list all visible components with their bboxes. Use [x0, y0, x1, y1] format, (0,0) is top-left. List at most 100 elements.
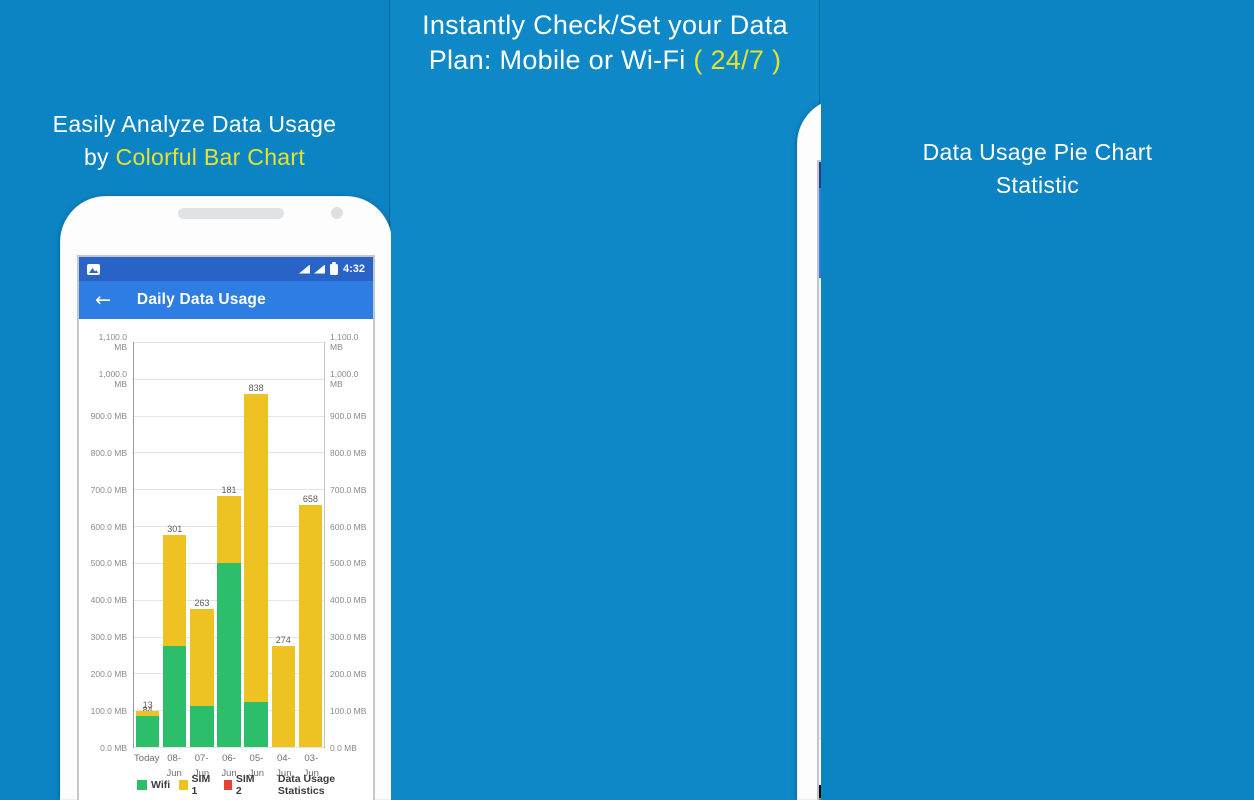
legend-label: SIM 1	[191, 772, 211, 797]
y-axis-tick-label: 100.0 MB	[330, 706, 367, 717]
y-axis-left: 1,100.0 MB 1,000.0 MB 900.0 MB 800.0 MB 700.…	[81, 332, 130, 753]
x-axis: Today 08-Jun 07-Jun 06-Jun 05-Jun 04-Jun 03-Ju…	[133, 751, 325, 779]
gridline	[134, 452, 324, 454]
app-toolbar: ← Daily Data Usage	[79, 281, 373, 319]
bar-value-label: 301	[167, 524, 183, 535]
plot-area: 8413274301112263501181122838274658	[133, 342, 325, 748]
bar-value-label: 274	[275, 635, 291, 646]
y-axis-tick-label: 300.0 MB	[330, 632, 367, 643]
signal-icon	[298, 264, 310, 274]
y-axis-tick-label: 800.0 MB	[90, 447, 127, 458]
bar-04-Jun: 274	[270, 342, 297, 747]
picture-icon	[87, 263, 100, 276]
legend-label: Wifi	[151, 778, 171, 791]
y-axis-right: 1,100.0 MB 1,000.0 MB 900.0 MB 800.0 MB 700.…	[327, 332, 371, 753]
gridline	[134, 342, 324, 343]
bar-segment-wifi	[135, 716, 160, 747]
gridline	[134, 378, 324, 380]
x-axis-label: Today	[134, 753, 160, 764]
bar-Today: 84 13	[134, 342, 161, 747]
x-axis-label: 04-Jun	[276, 753, 292, 779]
y-axis-tick-label: 400.0 MB	[90, 595, 127, 606]
bar-07-Jun: 112263	[188, 342, 215, 747]
panel-pie-chart: Data Usage Pie Chart Statistic 5:29	[821, 0, 1254, 800]
page-title: Daily Data Usage	[136, 291, 266, 308]
y-axis-tick-label: 1,100.0 MB	[330, 332, 359, 352]
bar-segment-sim-1	[271, 646, 295, 747]
bar-value-label: 181	[221, 484, 237, 495]
x-axis-label: 07-Jun	[193, 753, 210, 779]
bar-segment-wifi	[163, 646, 187, 747]
y-axis-tick-label: 400.0 MB	[330, 595, 367, 606]
panel-bar-chart: Easily Analyze Data Usage by Colorful Ba…	[0, 0, 392, 800]
banner-line2: Plan: Mobile or Wi-Fi ( 24/7 )	[428, 45, 782, 75]
y-axis-tick-label: 100.0 MB	[90, 706, 127, 717]
battery-icon	[329, 261, 338, 275]
phone-mockup-bar-chart: 4:32 ← Daily Data Usage 1,100.0 MB 1,000.…	[60, 196, 392, 800]
legend-item: SIM 2	[223, 772, 259, 797]
bar-05-Jun: 122838	[243, 342, 270, 747]
right-heading: Data Usage Pie Chart Statistic	[821, 136, 1254, 202]
y-axis-tick-label: 800.0 MB	[330, 447, 367, 458]
y-axis-tick-label: 1,100.0 MB	[98, 332, 127, 352]
chart-title: Data Usage Statistics	[277, 772, 336, 797]
left-heading: Easily Analyze Data Usage by Colorful Ba…	[0, 108, 389, 174]
bar-segment-sim-1	[163, 535, 187, 647]
bar-value-label: 84	[142, 705, 153, 716]
bar-03-Jun: 658	[297, 342, 324, 747]
legend-item: Wifi	[137, 779, 170, 791]
y-axis-tick-label: 900.0 MB	[330, 410, 367, 421]
panel-data-limit: Instantly Check/Set your Data Plan: Mobi…	[391, 0, 1193, 800]
signal-icon	[313, 264, 325, 274]
y-axis-tick-label: 700.0 MB	[330, 484, 367, 495]
bar-segment-wifi	[244, 702, 268, 747]
gridline	[134, 489, 324, 491]
y-axis-tick-label: 0.0 MB	[100, 743, 127, 753]
right-heading-line1: Data Usage Pie Chart	[922, 139, 1153, 165]
gridline	[134, 415, 324, 417]
y-axis-tick-label: 200.0 MB	[90, 669, 127, 680]
back-icon[interactable]: ←	[95, 289, 111, 311]
right-heading-line2: Statistic	[995, 172, 1080, 198]
y-axis-tick-label: 200.0 MB	[330, 669, 367, 680]
legend-swatch	[179, 779, 188, 790]
bar-value-label: 263	[194, 597, 210, 608]
bar-value-label: 658	[302, 493, 318, 504]
y-axis-tick-label: 600.0 MB	[330, 521, 367, 532]
phone-camera	[331, 207, 343, 219]
x-axis-label: 06-Jun	[221, 753, 237, 779]
gridline	[134, 747, 324, 748]
y-axis-tick-label: 0.0 MB	[330, 743, 357, 753]
banner-heading: Instantly Check/Set your Data Plan: Mobi…	[391, 8, 819, 78]
bar-value-label: 13	[142, 700, 153, 711]
x-axis-label: 08-Jun	[166, 753, 182, 779]
y-axis-tick-label: 1,000.0 MB	[330, 368, 359, 389]
legend-swatch	[137, 779, 147, 790]
daily-usage-bar-chart: 1,100.0 MB 1,000.0 MB 900.0 MB 800.0 MB 700.…	[81, 319, 371, 800]
y-axis-tick-label: 300.0 MB	[90, 632, 127, 643]
left-heading-line1: Easily Analyze Data Usage	[52, 111, 337, 137]
y-axis-tick-label: 900.0 MB	[90, 410, 127, 421]
bars: 8413274301112263501181122838274658	[134, 342, 324, 747]
y-axis-tick-label: 1,000.0 MB	[98, 368, 127, 389]
bar-segment-sim-1	[244, 393, 268, 703]
y-axis-tick-label: 700.0 MB	[90, 484, 127, 495]
left-heading-line2: by Colorful Bar Chart	[83, 144, 306, 170]
bar-segment-sim-1	[298, 504, 323, 747]
legend-label: SIM 2	[235, 772, 255, 797]
bar-segment-wifi	[190, 705, 214, 747]
bar-08-Jun: 274301	[161, 342, 188, 747]
y-axis-tick-label: 500.0 MB	[330, 558, 367, 569]
banner-line1: Instantly Check/Set your Data	[422, 10, 788, 40]
bar-segment-sim-1	[217, 495, 241, 563]
x-axis-label: 05-Jun	[248, 753, 265, 779]
y-axis-tick-label: 600.0 MB	[90, 521, 127, 532]
bar-06-Jun: 501181	[215, 342, 242, 747]
bar-segment-wifi	[217, 562, 241, 747]
legend-swatch	[223, 779, 232, 790]
y-axis-tick-label: 500.0 MB	[90, 558, 127, 569]
legend-item: SIM 1	[179, 773, 214, 797]
status-bar: 4:32	[79, 257, 373, 281]
clock-text: 4:32	[342, 263, 365, 275]
